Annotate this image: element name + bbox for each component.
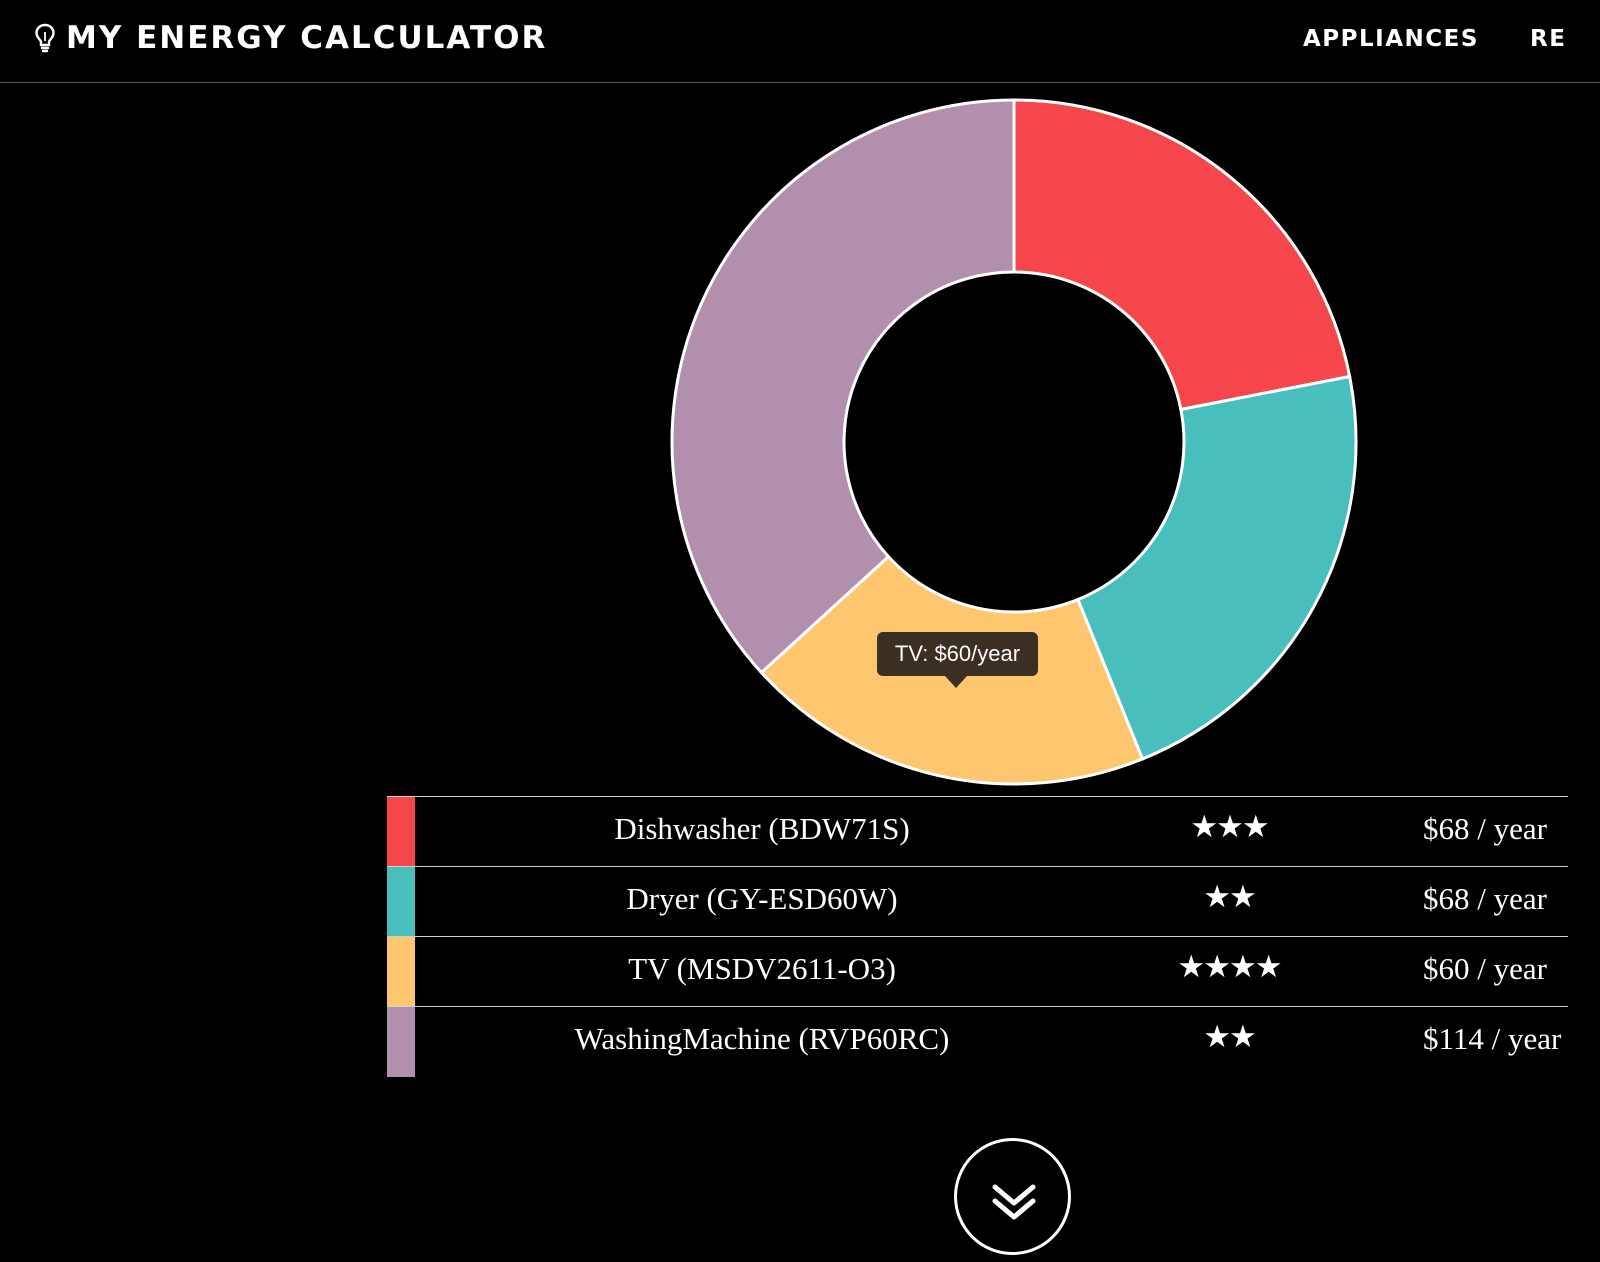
table-row: Dryer (GY-ESD60W) ★★ $68 / year (387, 866, 1568, 937)
lightbulb-icon (35, 23, 55, 53)
nav-link-results[interactable]: RESULTS (1530, 26, 1568, 52)
table-row: Dishwasher (BDW71S) ★★★ $68 / year (387, 796, 1568, 867)
color-swatch (387, 867, 415, 937)
brand-link[interactable]: MY ENERGY CALCULATOR (34, 20, 547, 56)
appliance-name: Dishwasher (BDW71S) (614, 811, 910, 846)
donut-segment[interactable] (1012, 98, 1352, 412)
navbar: MY ENERGY CALCULATOR APPLIANCES RESULTS (0, 0, 1600, 83)
nav-link-appliances[interactable]: APPLIANCES (1303, 26, 1479, 52)
appliance-name: TV (MSDV2611-O3) (628, 951, 896, 986)
donut-segment[interactable] (670, 98, 1016, 675)
appliance-name: Dryer (GY-ESD60W) (626, 881, 898, 916)
annual-cost: $68 / year (1423, 811, 1547, 846)
star-rating: ★★★★ (1177, 949, 1282, 985)
chart-tooltip-arrow (945, 676, 967, 688)
donut-segment[interactable] (1075, 374, 1358, 761)
donut-chart (670, 98, 1358, 786)
table-row: WashingMachine (RVP60RC) ★★ $114 / year (387, 1006, 1568, 1077)
star-rating: ★★★ (1190, 809, 1269, 845)
annual-cost: $114 / year (1423, 1021, 1562, 1056)
navbar-inner: MY ENERGY CALCULATOR APPLIANCES RESULTS (0, 0, 1568, 83)
star-rating: ★★ (1203, 879, 1257, 915)
star-rating: ★★ (1203, 1019, 1257, 1055)
color-swatch (387, 937, 415, 1007)
table-row: TV (MSDV2611-O3) ★★★★ $60 / year (387, 936, 1568, 1007)
brand-title: MY ENERGY CALCULATOR (66, 20, 548, 56)
appliance-table: Dishwasher (BDW71S) ★★★ $68 / year Dryer… (387, 796, 1568, 1078)
appliance-name: WashingMachine (RVP60RC) (574, 1021, 950, 1056)
color-swatch (387, 1007, 415, 1077)
double-chevron-down-icon (992, 1184, 1036, 1220)
annual-cost: $60 / year (1423, 951, 1547, 986)
color-swatch (387, 797, 415, 867)
scroll-down-button[interactable] (954, 1138, 1071, 1255)
chart-tooltip: TV: $60/year (877, 632, 1038, 676)
annual-cost: $68 / year (1423, 881, 1547, 916)
